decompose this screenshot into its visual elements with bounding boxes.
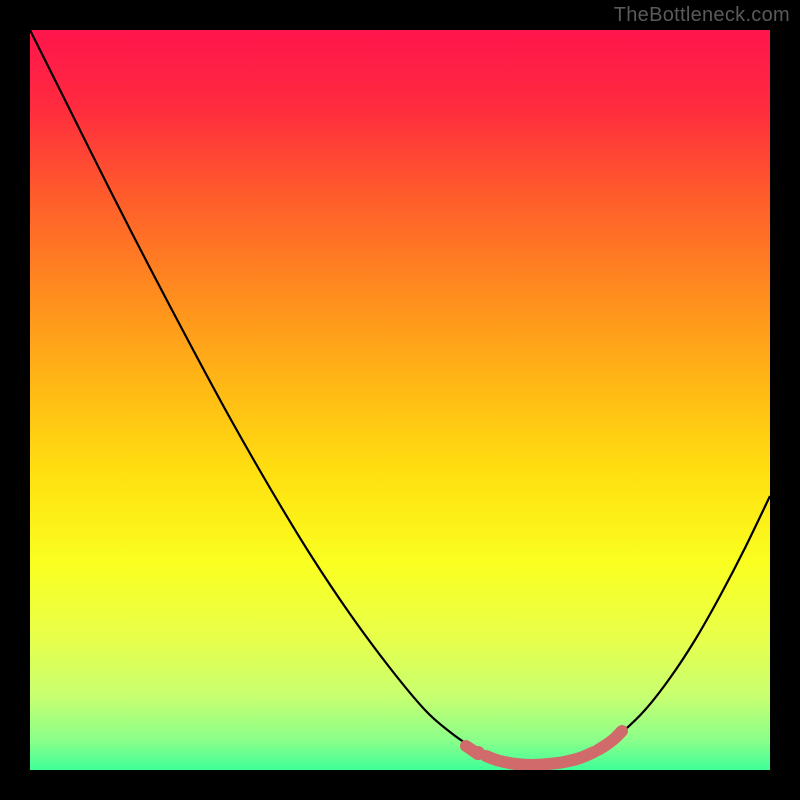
plot-area	[30, 30, 770, 770]
highlight-dot	[471, 746, 485, 760]
highlight-segment	[598, 731, 622, 750]
plot-curve-layer	[30, 30, 770, 770]
highlight-overlay	[466, 731, 622, 765]
bottleneck-curve	[30, 30, 770, 764]
watermark-label: TheBottleneck.com	[614, 4, 790, 27]
highlight-segment	[486, 752, 594, 765]
chart-root: TheBottleneck.com	[0, 0, 800, 800]
